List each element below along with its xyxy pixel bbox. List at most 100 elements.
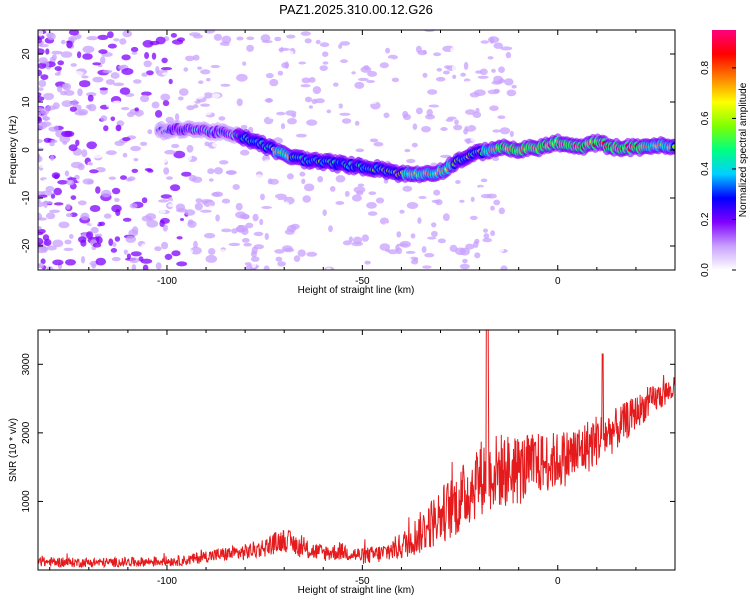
- heatmap-cell: [463, 128, 468, 135]
- heatmap-cell: [483, 228, 488, 233]
- heatmap-cell: [123, 248, 128, 255]
- heatmap-cell: [70, 195, 77, 201]
- heatmap-cell: [368, 191, 377, 195]
- heatmap-cell: [39, 164, 51, 169]
- heatmap-cell: [160, 93, 171, 102]
- heatmap-cell: [120, 107, 130, 111]
- heatmap-cell: [206, 78, 211, 82]
- heatmap-cell: [440, 127, 448, 131]
- heatmap-cell: [38, 116, 43, 124]
- heatmap-cell: [431, 245, 444, 254]
- heatmap-cell: [284, 229, 295, 235]
- heatmap-cell: [336, 235, 343, 240]
- heatmap-cell: [80, 133, 86, 137]
- heatmap-cell: [437, 238, 446, 244]
- heatmap-cell: [76, 178, 84, 183]
- heatmap-cell: [369, 231, 376, 238]
- heatmap-cell: [435, 205, 444, 210]
- heatmap-cell: [188, 219, 194, 226]
- heatmap-cell: [415, 107, 423, 115]
- heatmap-cell: [511, 84, 517, 89]
- heatmap-cell: [66, 179, 75, 186]
- heatmap-cell: [207, 162, 218, 167]
- heatmap-cell: [229, 39, 238, 48]
- heatmap-cell: [366, 202, 377, 209]
- heatmap-cell: [465, 109, 476, 115]
- heatmap-cell: [293, 241, 303, 248]
- heatmap-cell: [38, 194, 48, 198]
- heatmap-cell: [253, 174, 264, 181]
- heatmap-cell: [498, 207, 505, 215]
- colorbar-tick-label: 0.4: [700, 162, 711, 176]
- heatmap-cell: [40, 258, 46, 265]
- heatmap-cell: [140, 94, 150, 103]
- heatmap-cell: [97, 34, 109, 41]
- heatmap-cell: [122, 217, 132, 222]
- heatmap-cell: [99, 87, 109, 91]
- heatmap-cell: [134, 107, 139, 112]
- heatmap-cell: [328, 225, 333, 233]
- heatmap-cell: [108, 238, 114, 246]
- heatmap-cell: [497, 115, 506, 119]
- heatmap-cell: [95, 186, 101, 194]
- heatmap-cell: [240, 81, 247, 86]
- heatmap-cell: [38, 262, 44, 269]
- heatmap-cell: [399, 101, 410, 107]
- heatmap-cell: [168, 78, 173, 85]
- heatmap-cell: [110, 116, 116, 122]
- heatmap-cell: [120, 175, 127, 180]
- heatmap-cell: [428, 104, 440, 108]
- heatmap-cell: [373, 141, 384, 147]
- heatmap-cell: [283, 201, 290, 206]
- heatmap-cell: [454, 119, 459, 125]
- heatmap-cell: [38, 154, 41, 162]
- heatmap-cell: [442, 213, 450, 222]
- heatmap-cell: [455, 180, 461, 184]
- heatmap-cell: [141, 72, 148, 77]
- heatmap-cell: [463, 61, 469, 70]
- heatmap-cell: [338, 151, 347, 155]
- heatmap-cell: [317, 176, 324, 183]
- heatmap-cell: [367, 211, 378, 216]
- heatmap-cell: [375, 197, 385, 204]
- heatmap-cell: [300, 84, 311, 88]
- heatmap-cell: [151, 101, 160, 109]
- heatmap-cell: [347, 213, 352, 218]
- heatmap-cell: [221, 198, 231, 204]
- heatmap-cell: [60, 39, 66, 45]
- heatmap-cell: [38, 226, 42, 230]
- top-y-tick-label: -10: [21, 190, 32, 205]
- heatmap-cell: [354, 81, 365, 89]
- heatmap-cell: [471, 250, 477, 254]
- heatmap-cell: [174, 113, 180, 121]
- heatmap-cell: [43, 88, 54, 94]
- heatmap-cell: [211, 192, 221, 197]
- heatmap-cell: [38, 197, 41, 203]
- heatmap-cell: [308, 77, 316, 83]
- heatmap-cell: [126, 253, 131, 259]
- heatmap-cell: [326, 267, 332, 270]
- heatmap-cell: [54, 66, 62, 71]
- heatmap-cell: [133, 158, 139, 162]
- heatmap-cell: [425, 114, 435, 120]
- heatmap-cell: [61, 100, 73, 107]
- heatmap-cell: [213, 33, 222, 41]
- heatmap-cell: [96, 236, 103, 245]
- heatmap-cell: [500, 265, 508, 270]
- heatmap-cell: [385, 47, 391, 54]
- heatmap-cell: [38, 139, 43, 144]
- heatmap-cell: [194, 202, 203, 211]
- heatmap-cell: [299, 171, 306, 177]
- heatmap-cell: [430, 141, 441, 146]
- heatmap-cell: [372, 220, 379, 229]
- heatmap-cell: [322, 61, 329, 65]
- heatmap-cell: [487, 56, 494, 60]
- heatmap-cell: [263, 159, 272, 166]
- heatmap-cell: [144, 52, 150, 59]
- heatmap-cell: [260, 34, 271, 42]
- heatmap-cell: [42, 210, 48, 215]
- heatmap-cell: [114, 140, 125, 146]
- heatmap-cell: [56, 85, 63, 93]
- heatmap-cell: [272, 197, 279, 203]
- heatmap-cell: [38, 62, 47, 69]
